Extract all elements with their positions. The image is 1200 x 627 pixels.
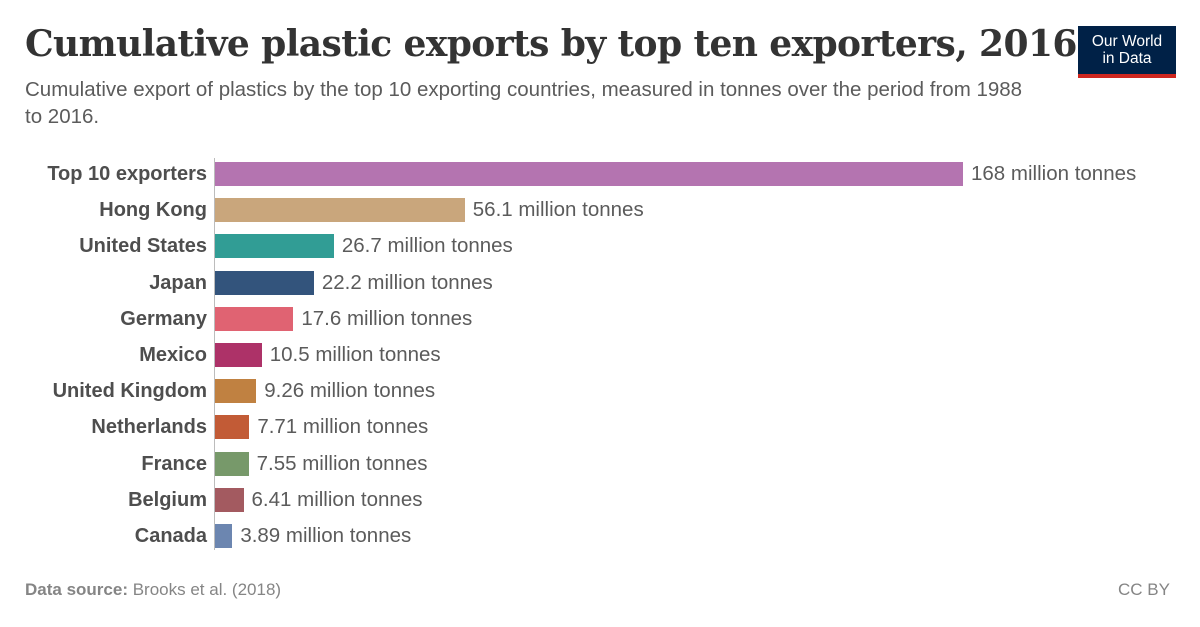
bar-row[interactable]: Belgium 6.41 million tonnes — [0, 487, 1200, 512]
bar-row[interactable]: United States 26.7 million tonnes — [0, 234, 1200, 259]
value-label: 17.6 million tonnes — [301, 306, 473, 330]
category-label: Canada — [134, 525, 207, 547]
value-label: 3.89 million tonnes — [240, 524, 412, 547]
bar[interactable] — [215, 524, 233, 548]
bar[interactable] — [215, 379, 257, 404]
bar[interactable] — [215, 270, 314, 295]
category-label: France — [141, 452, 207, 475]
license-link[interactable]: CC BY — [1118, 580, 1170, 599]
value-label: 7.71 million tonnes — [257, 415, 429, 439]
category-label: United States — [79, 235, 207, 258]
bar-row[interactable]: Top 10 exporters 168 million tonnes — [0, 162, 1200, 186]
value-label: 168 million tonnes — [971, 162, 1137, 185]
category-label: Belgium — [128, 488, 207, 511]
value-label: 56.1 million tonnes — [472, 198, 644, 222]
bar-row[interactable]: France 7.55 million tonnes — [0, 451, 1200, 476]
value-label: 22.2 million tonnes — [321, 270, 493, 294]
y-axis-line — [214, 158, 215, 550]
bar-row[interactable]: Mexico 10.5 million tonnes — [0, 343, 1200, 367]
bar-row[interactable]: Netherlands 7.71 million tonnes — [0, 415, 1200, 440]
value-label: 10.5 million tonnes — [269, 343, 441, 366]
bar-row[interactable]: United Kingdom 9.26 million tonnes — [0, 379, 1200, 404]
chart-title: Cumulative plastic exports by top ten ex… — [25, 23, 1077, 65]
category-label: Japan — [149, 271, 207, 294]
owid-logo[interactable]: Our World in Data — [1078, 26, 1176, 78]
bar[interactable] — [215, 451, 249, 476]
value-label: 7.55 million tonnes — [256, 451, 428, 475]
category-label: Hong Kong — [99, 199, 207, 222]
bar[interactable] — [215, 306, 294, 331]
category-label: Top 10 exporters — [47, 163, 207, 185]
bar-row[interactable]: Hong Kong 56.1 million tonnes — [0, 198, 1200, 223]
value-label: 26.7 million tonnes — [341, 234, 513, 258]
bar-row[interactable]: Japan 22.2 million tonnes — [0, 270, 1200, 295]
bar-chart: Top 10 exporters 168 million tonnes Hong K… — [0, 158, 1200, 550]
data-source-label: Data source: — [25, 580, 128, 599]
bar-row[interactable]: Canada 3.89 million tonnes — [0, 524, 1200, 548]
chart-subtitle: Cumulative export of plastics by the top… — [25, 78, 1023, 128]
bar[interactable] — [215, 198, 465, 223]
bar[interactable] — [215, 162, 963, 186]
logo-line-2: in Data — [1102, 50, 1152, 67]
bar[interactable] — [215, 343, 262, 367]
data-source-link[interactable]: Brooks et al. (2018) — [132, 580, 282, 599]
category-label: Germany — [120, 307, 207, 330]
value-label: 9.26 million tonnes — [264, 379, 436, 403]
data-source: Data source: Brooks et al. (2018) — [25, 580, 281, 600]
bar-row[interactable]: Germany 17.6 million tonnes — [0, 306, 1200, 331]
category-label: Netherlands — [91, 416, 207, 439]
bar[interactable] — [215, 487, 244, 512]
value-label: 6.41 million tonnes — [251, 487, 423, 511]
category-label: Mexico — [139, 344, 207, 366]
bar[interactable] — [215, 234, 334, 259]
category-label: United Kingdom — [52, 380, 207, 403]
logo-line-1: Our World — [1091, 33, 1163, 50]
bar[interactable] — [215, 415, 250, 440]
